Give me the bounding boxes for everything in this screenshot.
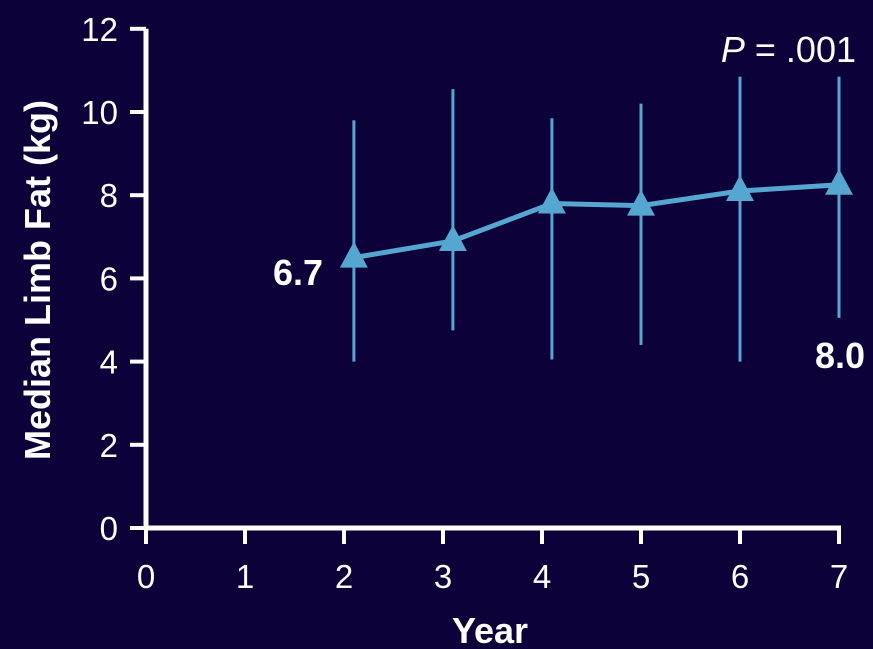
data-point-marker [825,168,853,195]
data-point-marker [438,224,467,251]
x-tick-label: 4 [533,558,551,595]
x-tick-label: 7 [830,558,848,595]
y-axis-ticks: 0 2 4 6 8 10 12 [81,11,146,547]
x-axis-title: Year [452,610,528,649]
start-value-label: 6.7 [273,252,323,293]
x-tick-label: 2 [335,558,353,595]
y-tick-label: 2 [100,427,118,464]
data-point-marker [627,189,655,216]
y-tick-label: 8 [100,177,118,214]
end-value-label: 8.0 [815,335,865,376]
data-markers [339,168,853,268]
x-tick-label: 6 [731,558,749,595]
x-tick-label: 3 [434,558,452,595]
y-tick-label: 0 [100,510,118,547]
y-tick-label: 10 [81,94,118,131]
x-tick-label: 1 [236,558,254,595]
p-value-annotation: P = .001 [721,29,856,70]
y-tick-label: 6 [100,260,118,297]
data-point-marker [537,187,566,214]
x-tick-label: 0 [137,558,155,595]
y-tick-label: 4 [100,344,118,381]
axes [143,28,841,531]
y-axis-title: Median Limb Fat (kg) [17,100,58,460]
x-tick-label: 5 [632,558,650,595]
error-bars [352,76,841,362]
x-axis-ticks: 0 1 2 3 4 5 6 7 [137,528,848,595]
y-tick-label: 12 [81,11,118,48]
data-point-marker [726,175,754,202]
data-point-marker [339,241,368,268]
series-line [353,182,840,261]
